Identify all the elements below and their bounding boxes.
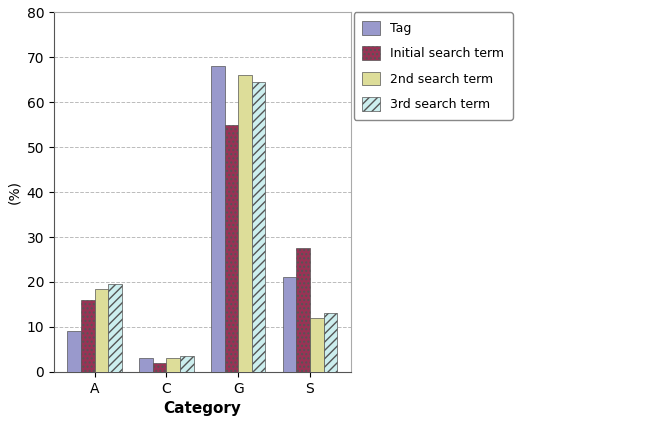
Bar [252,82,266,372]
Bar [324,313,337,372]
Bar [225,125,238,372]
Bar [310,318,324,372]
Legend: Tag, Initial search term, 2nd search term, 3rd search term: Tag, Initial search term, 2nd search ter… [354,12,512,120]
Bar [81,300,94,372]
Bar [108,284,122,372]
Bar [180,356,193,372]
Bar [153,363,167,372]
Bar [94,288,108,372]
Bar [296,248,310,372]
Bar [282,277,296,372]
X-axis label: Category: Category [163,401,242,416]
Bar [211,66,225,372]
Bar [139,358,153,372]
Y-axis label: (%): (%) [7,180,21,204]
Bar [68,331,81,372]
Bar [238,75,252,372]
Bar [167,358,180,372]
